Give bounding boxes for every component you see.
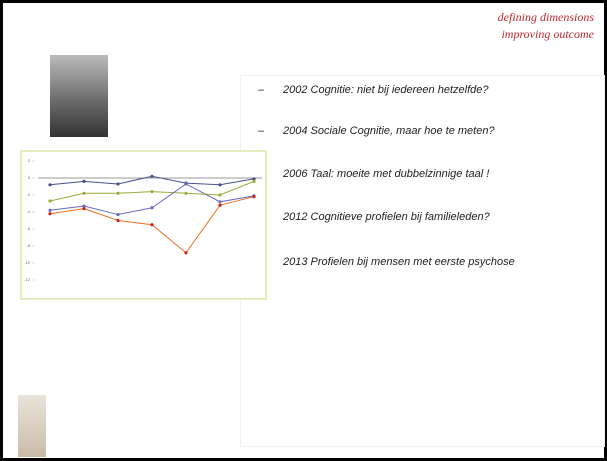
data-point — [116, 182, 119, 185]
item-text: 2004 Sociale Cognitie, maar hoe te meten… — [283, 125, 495, 137]
item-text: 2002 Cognitie: niet bij iedereen hetzelf… — [283, 84, 488, 96]
data-point — [48, 199, 51, 202]
data-point — [82, 207, 85, 210]
bullet: – — [258, 125, 264, 137]
slide: defining dimensions improving outcome – 2… — [0, 0, 607, 461]
data-point — [184, 182, 187, 185]
data-point — [82, 192, 85, 195]
data-point — [150, 175, 153, 178]
data-point — [218, 193, 221, 196]
data-point — [184, 251, 187, 254]
data-point — [150, 190, 153, 193]
data-point — [116, 192, 119, 195]
data-point — [252, 195, 255, 198]
data-point — [82, 180, 85, 183]
y-tick-label: -10 — [24, 260, 31, 265]
data-point — [218, 204, 221, 207]
item-text: 2012 Cognitieve profielen bij familieled… — [283, 211, 490, 223]
item-text: 2013 Profielen bij mensen met eerste psy… — [283, 256, 515, 268]
data-point — [116, 213, 119, 216]
chart: 20-2-4-6-8-10-12 — [20, 150, 267, 300]
data-point — [150, 223, 153, 226]
header: defining dimensions improving outcome — [498, 9, 594, 43]
item-text: 2006 Taal: moeite met dubbelzinnige taal… — [283, 168, 489, 180]
portrait-photo — [50, 55, 108, 137]
text-panel: – 2002 Cognitie: niet bij iedereen hetzel… — [240, 75, 605, 447]
bird-image — [18, 395, 46, 457]
header-line: improving outcome — [498, 26, 594, 43]
y-tick-label: -12 — [24, 277, 31, 282]
data-point — [150, 206, 153, 209]
page: defining dimensions improving outcome – 2… — [0, 0, 607, 461]
data-point — [252, 180, 255, 183]
chart-frame — [21, 151, 266, 299]
data-point — [116, 219, 119, 222]
bullet: – — [258, 84, 264, 96]
data-point — [218, 200, 221, 203]
data-point — [48, 209, 51, 212]
data-point — [184, 192, 187, 195]
data-point — [48, 212, 51, 215]
header-line: defining dimensions — [498, 9, 594, 26]
data-point — [218, 183, 221, 186]
data-point — [48, 183, 51, 186]
